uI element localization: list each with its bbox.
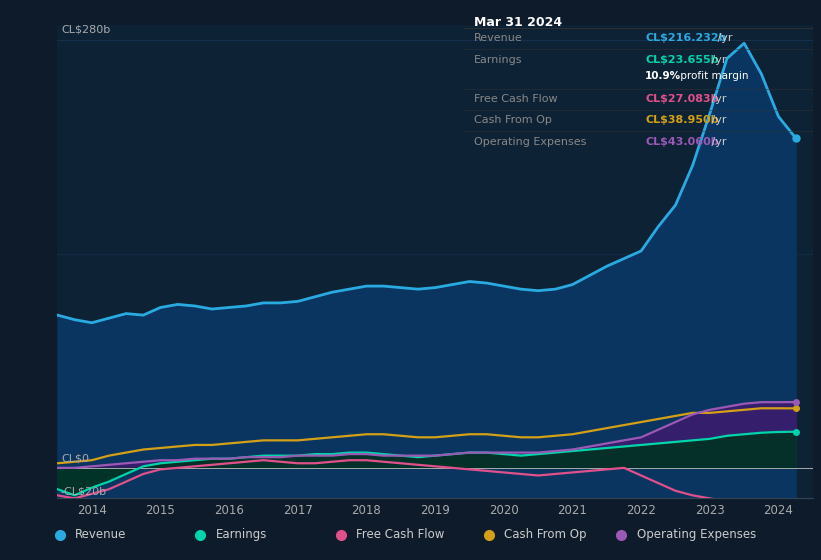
Text: Free Cash Flow: Free Cash Flow <box>356 528 444 542</box>
Text: Free Cash Flow: Free Cash Flow <box>475 94 558 104</box>
Text: /yr: /yr <box>708 94 727 104</box>
Text: profit margin: profit margin <box>677 71 748 81</box>
Text: CL$0: CL$0 <box>61 453 89 463</box>
Text: Cash From Op: Cash From Op <box>475 115 553 125</box>
Text: /yr: /yr <box>708 115 727 125</box>
Text: /yr: /yr <box>708 137 727 147</box>
Text: Cash From Op: Cash From Op <box>504 528 587 542</box>
Text: Revenue: Revenue <box>76 528 126 542</box>
Text: Operating Expenses: Operating Expenses <box>637 528 756 542</box>
Text: 10.9%: 10.9% <box>645 71 681 81</box>
Text: Mar 31 2024: Mar 31 2024 <box>475 16 562 29</box>
Text: CL$280b: CL$280b <box>61 24 110 34</box>
Text: /yr: /yr <box>714 34 733 43</box>
Text: Operating Expenses: Operating Expenses <box>475 137 587 147</box>
Text: CL$38.950b: CL$38.950b <box>645 115 719 125</box>
Text: /yr: /yr <box>708 55 727 64</box>
Text: CL$43.060b: CL$43.060b <box>645 137 719 147</box>
Text: Revenue: Revenue <box>475 34 523 43</box>
Text: CL$23.655b: CL$23.655b <box>645 55 719 64</box>
Text: Earnings: Earnings <box>216 528 267 542</box>
Text: CL$216.232b: CL$216.232b <box>645 34 727 43</box>
Text: CL$27.083b: CL$27.083b <box>645 94 719 104</box>
Text: Earnings: Earnings <box>475 55 523 64</box>
Text: -CL$20b: -CL$20b <box>61 487 107 497</box>
